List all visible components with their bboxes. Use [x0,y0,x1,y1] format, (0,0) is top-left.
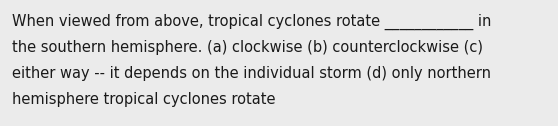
Text: the southern hemisphere. (a) clockwise (b) counterclockwise (c): the southern hemisphere. (a) clockwise (… [12,40,483,55]
Text: either way -- it depends on the individual storm (d) only northern: either way -- it depends on the individu… [12,66,491,81]
Text: When viewed from above, tropical cyclones rotate ____________ in: When viewed from above, tropical cyclone… [12,14,492,30]
Text: hemisphere tropical cyclones rotate: hemisphere tropical cyclones rotate [12,92,276,107]
